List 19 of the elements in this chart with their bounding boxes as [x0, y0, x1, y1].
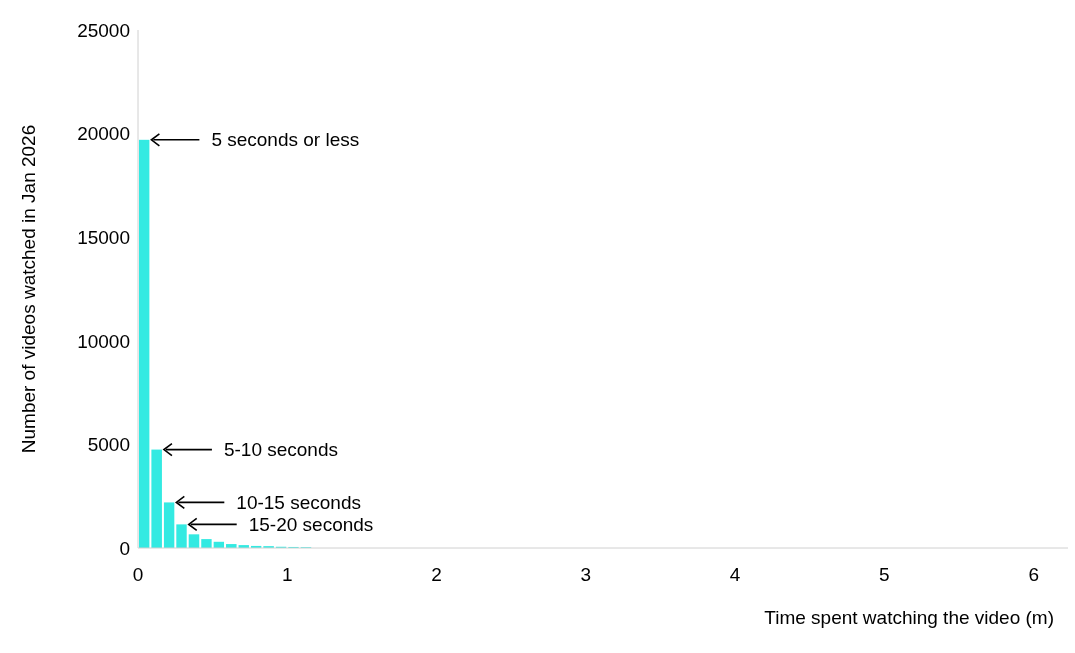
- annotation: 10-15 seconds: [236, 491, 361, 513]
- x-tick-label: 4: [729, 564, 741, 586]
- annotation: 5 seconds or less: [211, 129, 360, 151]
- x-tick-label: 6: [1028, 564, 1039, 586]
- annotation: 5-10 seconds: [223, 439, 339, 461]
- x-tick-label: 5: [879, 564, 890, 586]
- y-tick-label: 0: [119, 537, 130, 559]
- y-tick-label: 20000: [77, 123, 130, 145]
- y-tick-label: 10000: [77, 330, 130, 352]
- x-tick-label: 2: [431, 564, 442, 586]
- x-tick-label: 0: [132, 564, 144, 586]
- x-tick-label: 3: [580, 564, 592, 586]
- y-tick-label: 15000: [77, 226, 130, 248]
- y-tick-label: 25000: [77, 19, 130, 41]
- x-tick-label: 1: [281, 564, 293, 586]
- x-axis-title: Time spent watching the video (m): [764, 607, 1054, 628]
- y-axis-title: Number of videos watched in Jan 2026: [17, 124, 39, 454]
- annotation: 15-20 seconds: [248, 513, 374, 535]
- y-tick-label: 5000: [87, 434, 130, 456]
